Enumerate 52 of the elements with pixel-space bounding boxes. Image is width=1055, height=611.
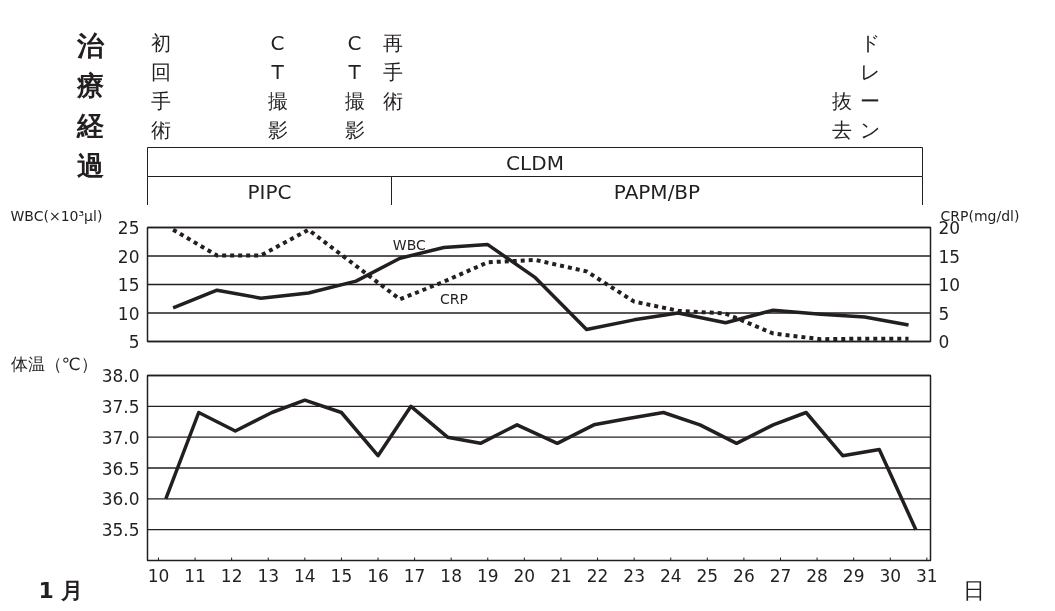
x-tick-label: 27	[769, 565, 792, 586]
text: ドレーン抜去	[831, 30, 880, 142]
y-tick-label: 37.0	[101, 427, 140, 448]
x-tick-label: 25	[696, 565, 719, 586]
text: CT撮影	[344, 30, 365, 142]
y-tick-label: 36.0	[101, 489, 140, 510]
x-tick-label: 13	[257, 565, 280, 586]
y-axis-title: WBC(×10³μl)	[10, 207, 103, 224]
text: 1 月	[38, 578, 84, 603]
text: PAPM/BP	[613, 180, 701, 204]
x-tick-label: 11	[184, 565, 206, 586]
y-tick-label: 37.5	[101, 396, 140, 417]
x-tick-label: 22	[586, 565, 609, 586]
x-tick-label: 17	[403, 565, 426, 586]
x-tick-label: 29	[842, 565, 865, 586]
x-tick-label: 20	[513, 565, 536, 586]
x-tick-label: 19	[476, 565, 499, 586]
text: CLDM	[506, 151, 564, 175]
y-tick-label: 35.5	[101, 520, 140, 541]
x-tick-label: 24	[659, 565, 682, 586]
y2-tick-label: 5	[938, 303, 950, 324]
x-tick-label: 26	[733, 565, 755, 586]
text: 治療経過	[76, 30, 105, 181]
y-tick-label: 5	[128, 332, 140, 352]
y-axis-title: 体温（℃）	[10, 353, 98, 374]
series-label: CRP	[439, 291, 468, 308]
y-tick-label: 15	[117, 275, 140, 295]
text: 再手術	[382, 30, 403, 113]
y-tick-label: 25	[117, 218, 140, 238]
y2-tick-label: 0	[938, 332, 950, 352]
x-tick-label: 30	[879, 565, 902, 586]
text: CT撮影	[267, 30, 288, 142]
x-tick-label: 21	[550, 565, 572, 586]
y-tick-label: 38.0	[101, 366, 140, 386]
x-tick-label: 10	[147, 565, 170, 586]
series-label: WBC	[392, 236, 426, 253]
y2-tick-label: 10	[938, 275, 961, 295]
x-tick-label: 12	[220, 565, 243, 586]
y2-tick-label: 15	[938, 246, 961, 267]
x-tick-label: 18	[440, 565, 463, 586]
x-tick-label: 16	[367, 565, 389, 586]
x-tick-label: 15	[330, 565, 353, 586]
x-tick-label: 28	[806, 565, 828, 586]
text: 初回手術	[150, 30, 171, 142]
text: PIPC	[247, 180, 292, 204]
y-tick-label: 20	[117, 246, 140, 267]
x-axis-title: 日	[962, 578, 985, 603]
x-tick-label: 31	[916, 565, 938, 586]
x-tick-label: 23	[623, 565, 645, 586]
y-tick-label: 36.5	[101, 458, 140, 479]
y-tick-label: 10	[117, 303, 140, 324]
x-tick-label: 14	[294, 565, 316, 586]
